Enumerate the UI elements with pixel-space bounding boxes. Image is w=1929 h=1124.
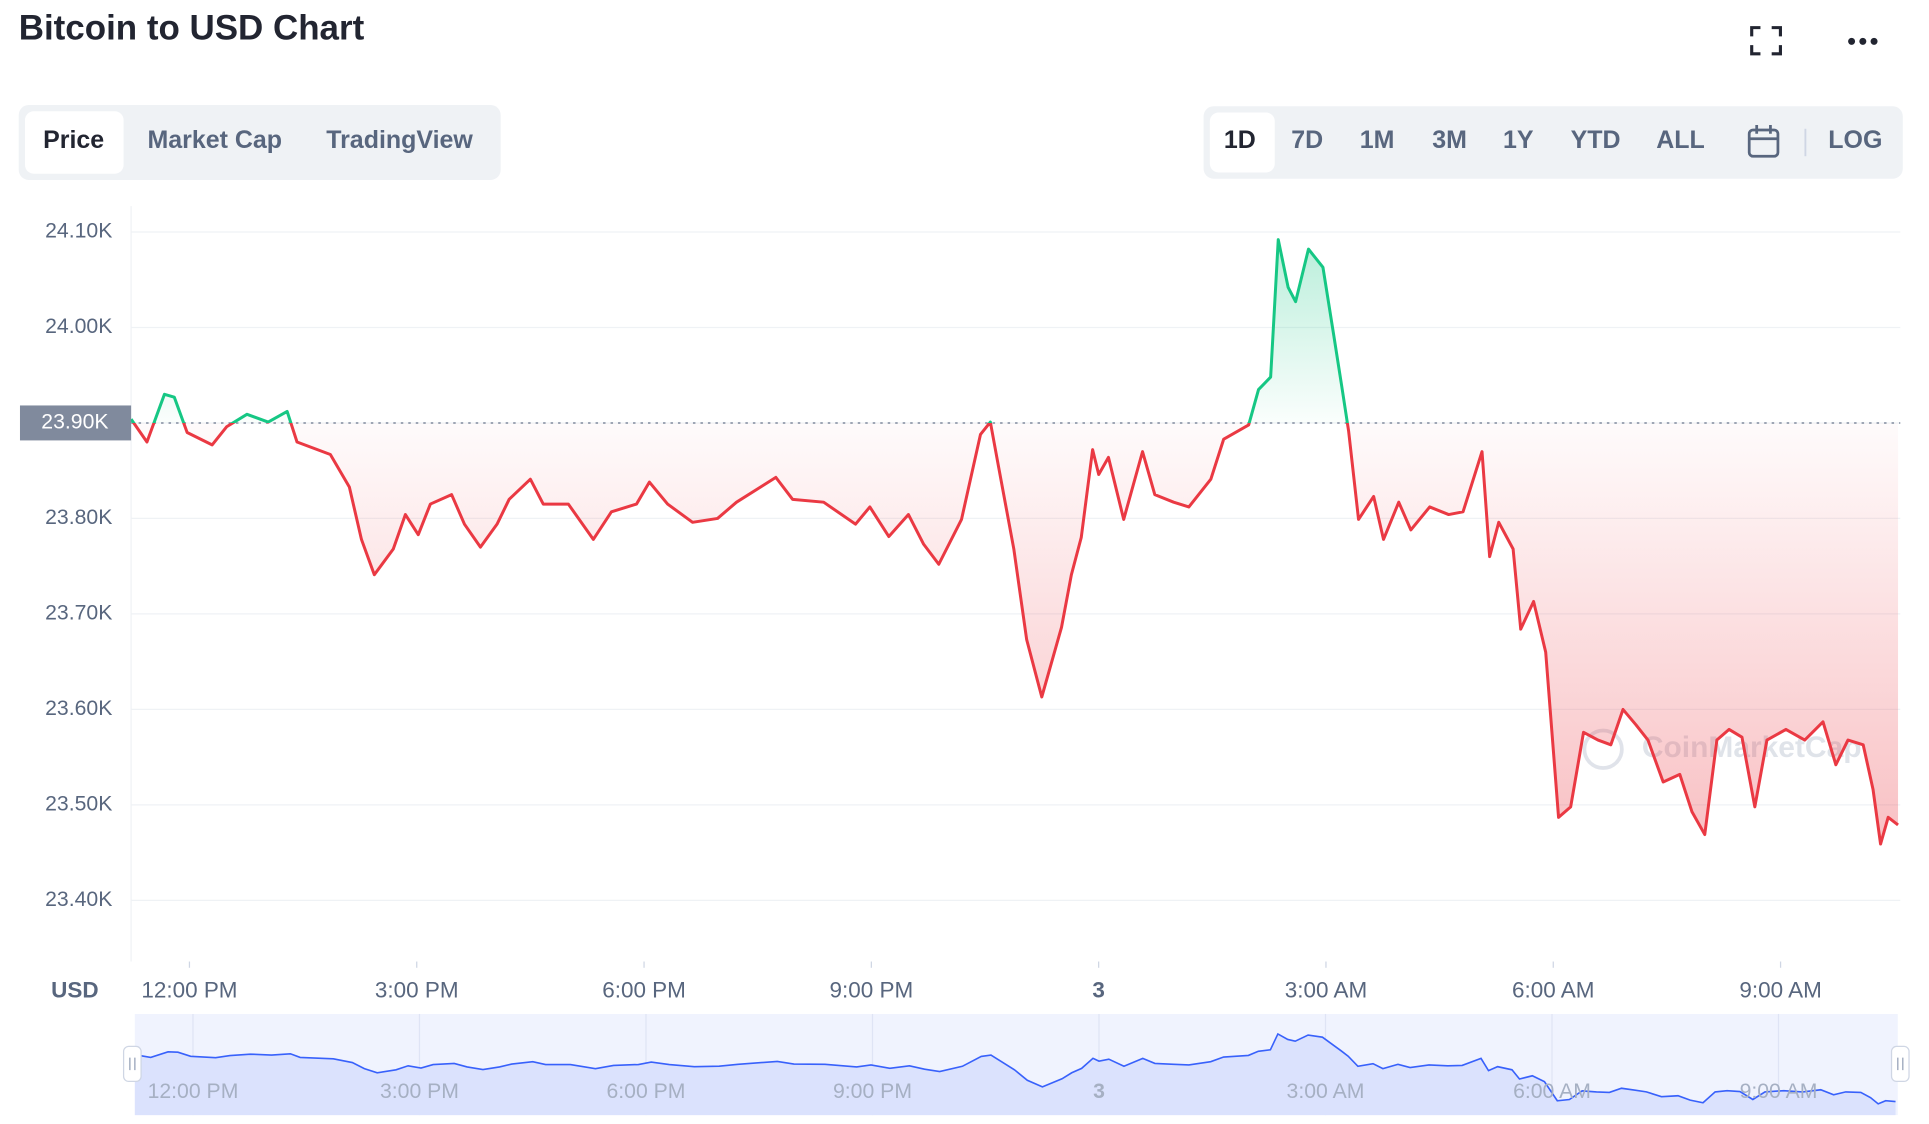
navigator-tick-label: 3:00 AM — [1287, 1080, 1365, 1103]
y-tick-label: 23.80K — [45, 506, 112, 529]
range-button[interactable]: 1M — [1360, 126, 1395, 154]
more-button[interactable] — [1848, 37, 1878, 45]
navigator-tick-label: 3 — [1093, 1080, 1105, 1103]
range-button[interactable]: 7D — [1291, 126, 1323, 154]
price-line — [129, 238, 1899, 846]
tab[interactable]: Market Cap — [147, 126, 282, 154]
x-tick-label: 12:00 PM — [141, 977, 237, 1002]
y-tick-label: 24.00K — [45, 315, 112, 338]
tab[interactable]: TradingView — [326, 126, 473, 154]
navigator-tick-label: 12:00 PM — [148, 1080, 239, 1103]
tab-group — [18, 105, 501, 180]
navigator-handle[interactable] — [1890, 1045, 1910, 1083]
log-button[interactable]: LOG — [1828, 126, 1882, 154]
active-tab-bg — [24, 111, 124, 174]
navigator-handle[interactable] — [122, 1045, 142, 1083]
y-tick-label: 23.50K — [45, 793, 112, 816]
navigator-tick-label: 6:00 PM — [606, 1080, 685, 1103]
tab[interactable]: Price — [43, 126, 104, 154]
fullscreen-button[interactable] — [1750, 26, 1782, 56]
x-tick-label: 9:00 PM — [830, 977, 914, 1002]
range-button[interactable]: 1D — [1224, 126, 1256, 154]
baseline-label: 23.90K — [41, 411, 108, 434]
range-button[interactable]: 3M — [1432, 126, 1467, 154]
page-title: Bitcoin to USD Chart — [19, 8, 365, 47]
navigator-tick-label: 9:00 AM — [1740, 1080, 1818, 1103]
navigator-tick-label: 9:00 PM — [833, 1080, 912, 1103]
y-axis-unit: USD — [51, 977, 98, 1002]
x-tick-label: 9:00 AM — [1739, 977, 1821, 1002]
handle-grip — [129, 1057, 136, 1071]
x-tick-label: 3:00 PM — [375, 977, 459, 1002]
handle-grip — [1897, 1057, 1904, 1071]
x-tick-label: 6:00 PM — [602, 977, 686, 1002]
navigator-area — [134, 1033, 1896, 1116]
range-button[interactable]: YTD — [1571, 126, 1621, 154]
baseline-label-bg — [19, 405, 132, 441]
y-tick-label: 23.70K — [45, 602, 112, 625]
x-tick-label: 3 — [1092, 977, 1105, 1002]
y-tick-label: 23.60K — [45, 697, 112, 720]
range-group — [1203, 106, 1903, 179]
x-tick-label: 3:00 AM — [1285, 977, 1367, 1002]
price-area — [131, 239, 1899, 845]
range-button[interactable]: 1Y — [1503, 126, 1534, 154]
navigator-tick-label: 3:00 PM — [380, 1080, 459, 1103]
y-tick-label: 24.10K — [45, 220, 112, 243]
navigator-tick-label: 6:00 AM — [1513, 1080, 1591, 1103]
active-range-bg — [1209, 112, 1275, 173]
navigator-line — [134, 1032, 1896, 1105]
y-tick-label: 23.40K — [45, 888, 112, 911]
calendar-button[interactable] — [1747, 125, 1780, 158]
range-button[interactable]: ALL — [1656, 126, 1705, 154]
x-tick-label: 6:00 AM — [1512, 977, 1594, 1002]
